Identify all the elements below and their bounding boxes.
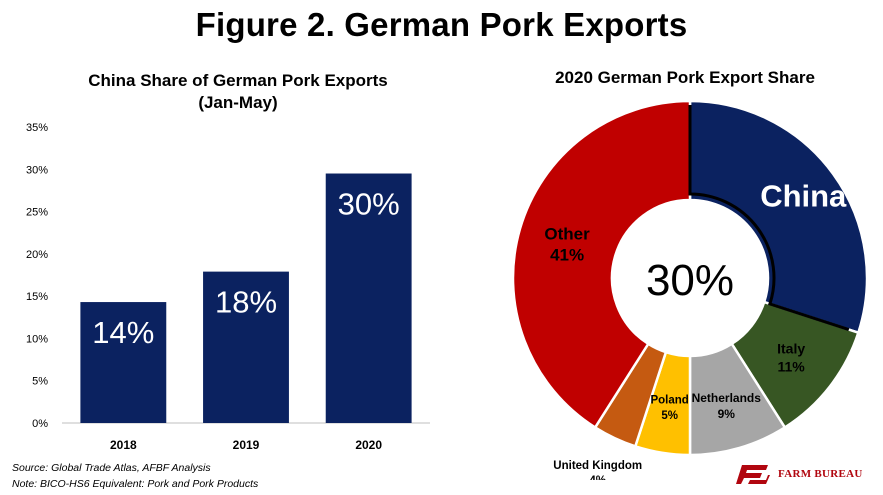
donut-center-label: 30%	[646, 256, 734, 305]
x-tick-label: 2020	[355, 438, 382, 452]
bar	[325, 173, 412, 423]
bar-data-label: 14%	[92, 315, 154, 350]
x-tick-label: 2018	[110, 438, 137, 452]
slice-pct-label: 11%	[778, 358, 806, 374]
analysis-note: Note: BICO-HS6 Equivalent: Pork and Pork…	[12, 478, 259, 490]
y-tick-label: 20%	[26, 249, 48, 261]
farm-bureau-mark-icon	[736, 465, 770, 484]
slice-pct-label: 4%	[589, 475, 606, 480]
slice-pct-label: 5%	[661, 410, 678, 422]
y-tick-label: 10%	[26, 333, 48, 345]
china-share-outline	[688, 105, 850, 332]
slice-label: Other	[544, 224, 590, 243]
bar-chart-title-line-1: China Share of German Pork Exports	[88, 71, 388, 90]
farm-bureau-logo-text: FARM BUREAU	[778, 468, 863, 480]
bar-data-label: 18%	[215, 285, 277, 320]
slice-label: Italy	[777, 340, 805, 356]
slice-label: Netherlands	[692, 391, 762, 405]
x-tick-label: 2019	[233, 438, 260, 452]
figure-title: Figure 2. German Pork Exports	[195, 6, 688, 43]
y-tick-label: 30%	[26, 164, 48, 176]
bar-chart-title: China Share of German Pork Exports (Jan-…	[48, 70, 428, 114]
y-tick-label: 0%	[32, 418, 48, 430]
slice-pct-label: 9%	[718, 407, 736, 421]
source-note: Source: Global Trade Atlas, AFBF Analysi…	[12, 462, 211, 474]
y-tick-label: 35%	[26, 122, 48, 134]
bar	[203, 271, 289, 423]
y-tick-label: 15%	[26, 291, 48, 303]
slice-pct-label: 41%	[550, 245, 584, 264]
bar-chart: 0% 5% 10% 15% 20% 25% 30% 35% 14% 2018 18% 2019 30% 2…	[26, 122, 430, 452]
y-tick-label: 25%	[26, 207, 48, 219]
bar-chart-title-line-2: (Jan-May)	[198, 93, 278, 112]
pie-chart-title: 2020 German Pork Export Share	[555, 68, 815, 87]
bar-data-label: 30%	[338, 187, 400, 222]
farm-bureau-logo: FARM BUREAU	[736, 463, 863, 485]
slice-label: Poland	[650, 394, 688, 406]
slice-label: United Kingdom	[553, 460, 642, 472]
donut-slice	[688, 99, 869, 335]
donut-chart: 30% China Italy 11% Netherlands 9% Poland 5% Uni…	[511, 99, 869, 480]
slice-label: China	[760, 179, 847, 214]
donut-slice	[511, 99, 692, 430]
y-tick-label: 5%	[32, 376, 48, 388]
bar	[80, 302, 167, 423]
